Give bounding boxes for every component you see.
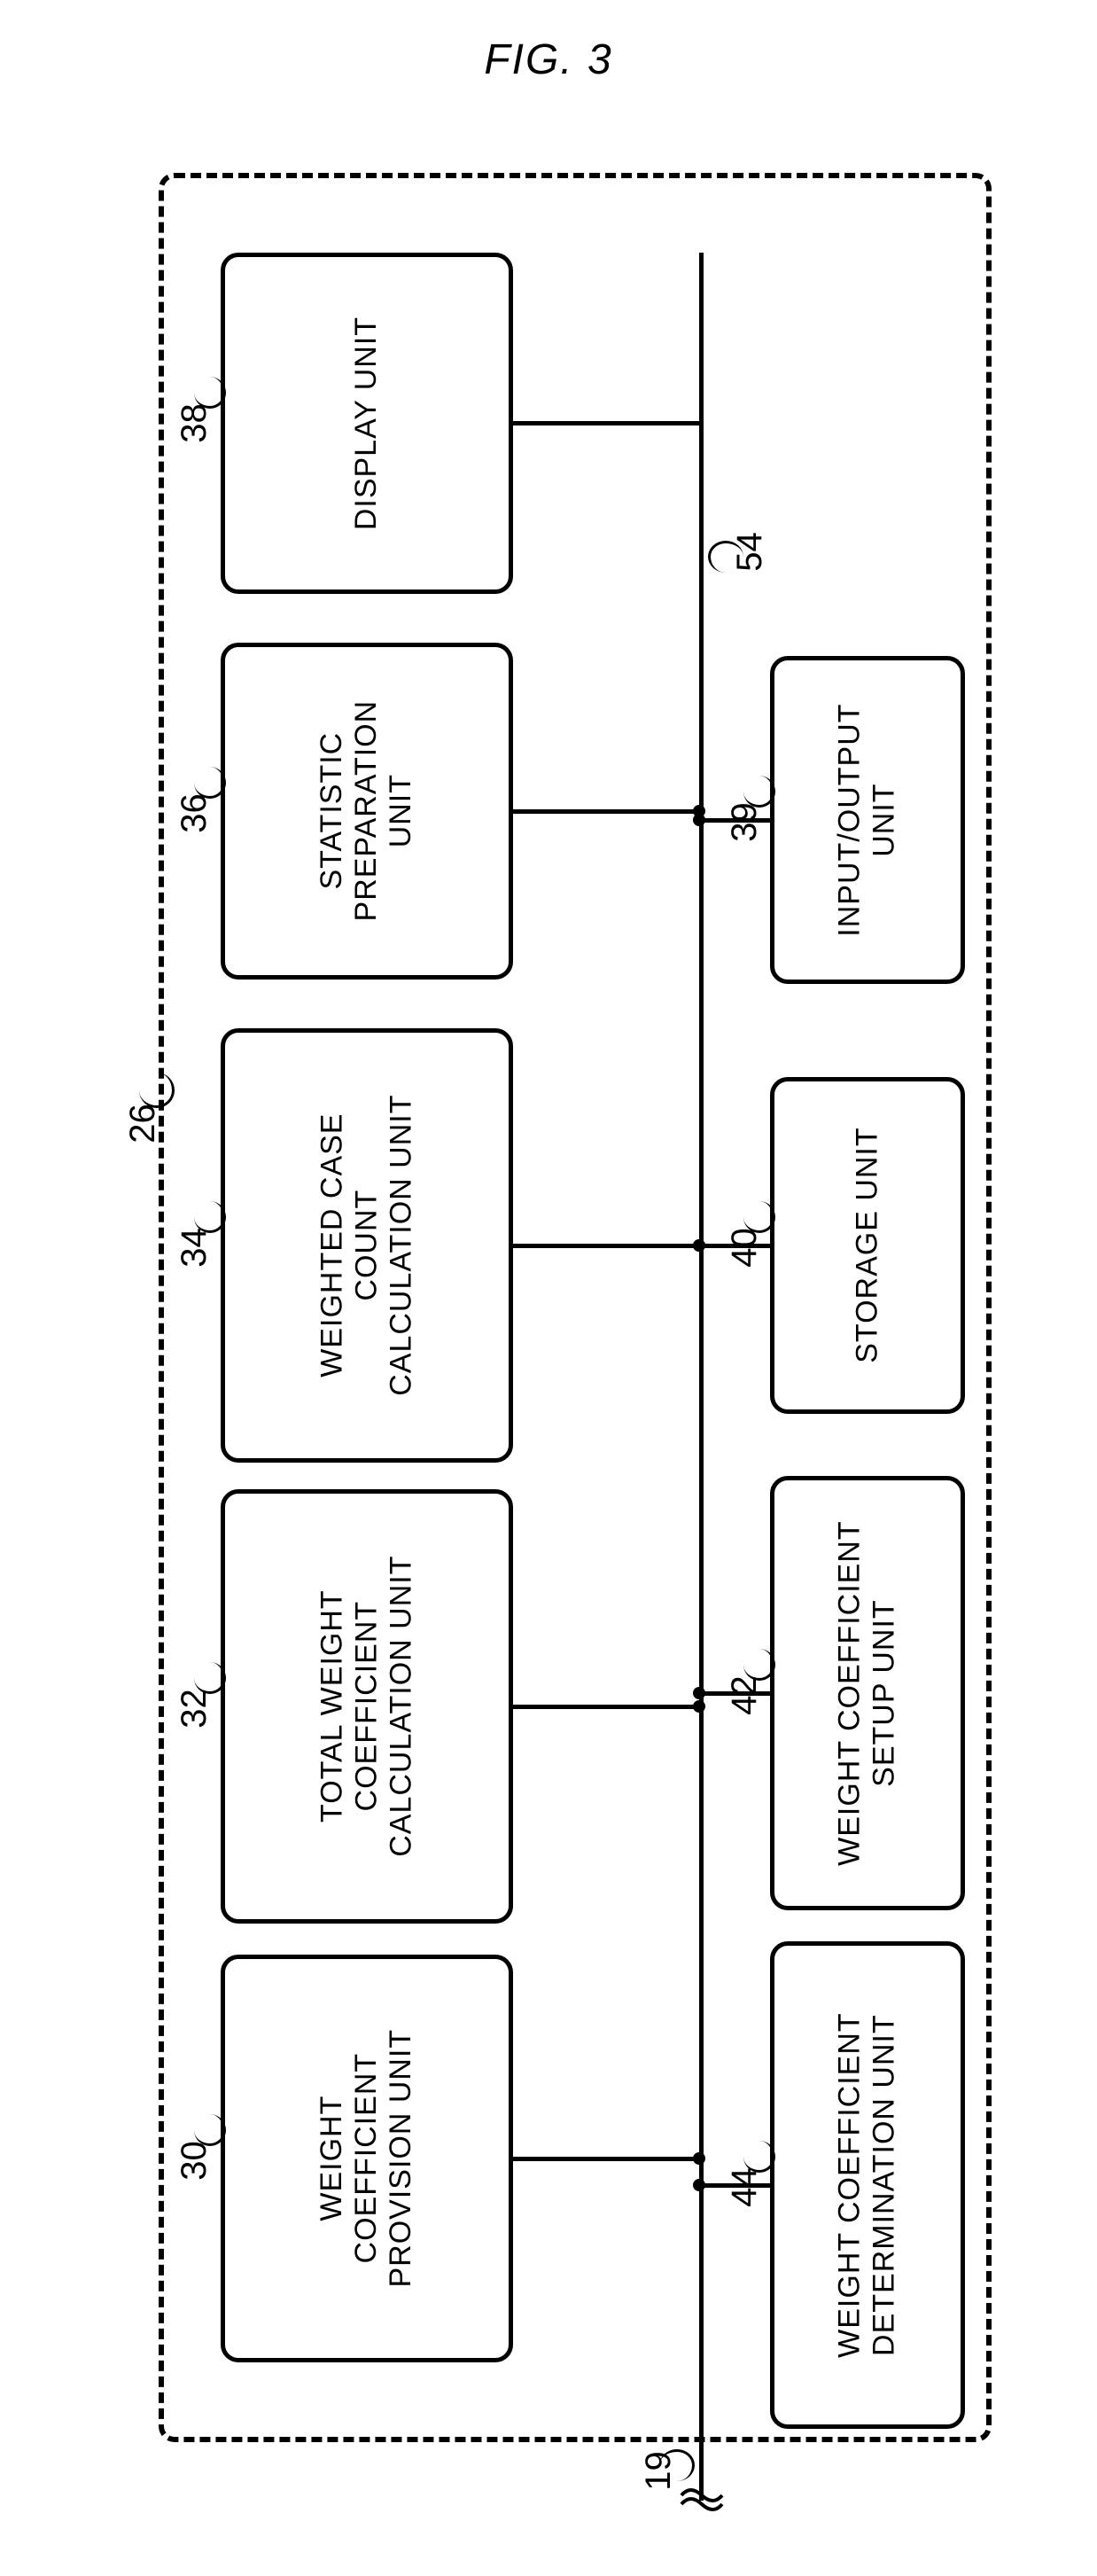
block-label: STATISTICPREPARATIONUNIT: [315, 700, 418, 922]
figure-title: FIG. 3: [35, 35, 1062, 84]
stub: [513, 2157, 699, 2161]
block-weight-coeff-determination: WEIGHT COEFFICIENTDETERMINATION UNIT: [770, 1941, 965, 2429]
ref-38: 38: [175, 403, 214, 443]
lead-curve-19: [659, 2449, 695, 2481]
junction-dot: [693, 2179, 705, 2191]
lead-curve: [743, 1201, 775, 1233]
block-label: WEIGHT COEFFICIENTDETERMINATION UNIT: [833, 2012, 902, 2357]
block-label: WEIGHTCOEFFICIENTPROVISION UNIT: [315, 2029, 418, 2288]
block-label: STORAGE UNIT: [850, 1128, 884, 1363]
lead-curve: [194, 1662, 226, 1694]
ref-44: 44: [725, 2167, 765, 2207]
block-weight-coeff-setup: WEIGHT COEFFICIENTSETUP UNIT: [770, 1476, 965, 1910]
stub: [513, 1244, 699, 1248]
block-label: DISPLAY UNIT: [349, 316, 384, 530]
block-label: WEIGHTED CASECOUNTCALCULATION UNIT: [315, 1095, 418, 1396]
block-weight-coeff-provision: WEIGHTCOEFFICIENTPROVISION UNIT: [221, 1955, 513, 2362]
junction-dot: [693, 2152, 705, 2165]
junction-dot: [693, 1687, 705, 1699]
junction-dot: [693, 1700, 705, 1713]
block-statistic-preparation: STATISTICPREPARATIONUNIT: [221, 643, 513, 980]
ref-32: 32: [175, 1689, 214, 1729]
block-diagram: 26 19 54 WEIGHTCOEFFICIENTPROVISION UNIT…: [43, 111, 1054, 2504]
ref-39: 39: [725, 802, 765, 842]
lead-curve: [194, 2114, 226, 2146]
lead-curve: [743, 1649, 775, 1681]
ref-40: 40: [725, 1228, 765, 1268]
lead-curve: [743, 776, 775, 808]
block-display-unit: DISPLAY UNIT: [221, 253, 513, 594]
lead-curve: [743, 2141, 775, 2173]
lead-curve-26: [139, 1073, 175, 1108]
ref-36: 36: [175, 793, 214, 833]
stub: [513, 809, 699, 814]
bus-break-icon: [680, 2486, 724, 2513]
ref-34: 34: [175, 1228, 214, 1268]
junction-dot: [693, 1239, 705, 1252]
ref-42: 42: [725, 1675, 765, 1715]
block-label: WEIGHT COEFFICIENTSETUP UNIT: [833, 1520, 902, 1865]
lead-curve: [194, 1201, 226, 1233]
lead-curve: [194, 767, 226, 799]
stub: [513, 1705, 699, 1709]
block-input-output-unit: INPUT/OUTPUTUNIT: [770, 656, 965, 984]
junction-dot: [693, 814, 705, 826]
lead-curve: [194, 377, 226, 409]
lead-curve-54: [708, 541, 743, 573]
ref-30: 30: [175, 2141, 214, 2181]
stub: [513, 421, 699, 425]
ref-container: 26: [123, 1104, 163, 1144]
block-label: INPUT/OUTPUTUNIT: [833, 703, 902, 936]
block-total-weight-coeff-calc: TOTAL WEIGHTCOEFFICIENTCALCULATION UNIT: [221, 1489, 513, 1924]
block-label: TOTAL WEIGHTCOEFFICIENTCALCULATION UNIT: [315, 1556, 418, 1857]
block-storage-unit: STORAGE UNIT: [770, 1077, 965, 1414]
block-weighted-case-count-calc: WEIGHTED CASECOUNTCALCULATION UNIT: [221, 1028, 513, 1463]
